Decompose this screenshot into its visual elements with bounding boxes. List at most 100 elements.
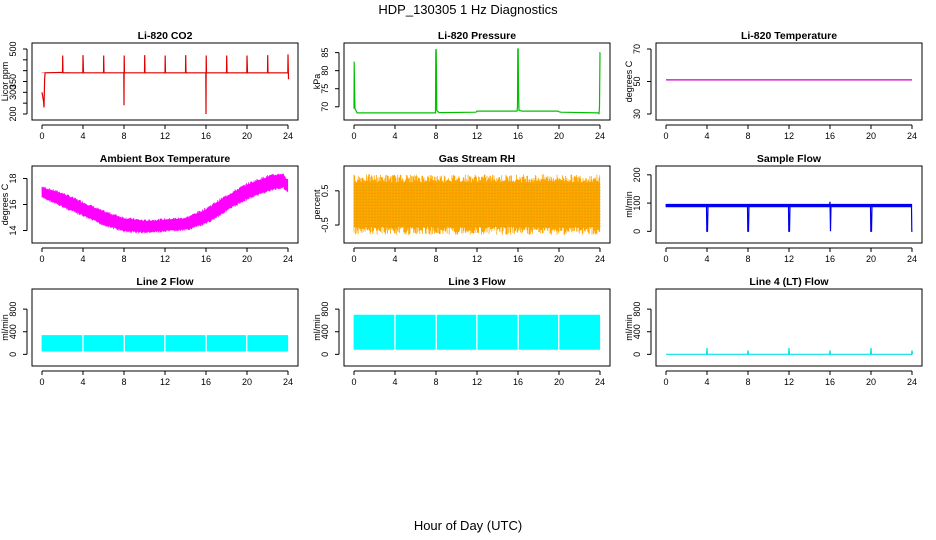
panel-5: Sample Flow 0 4 8 12 16 20 24 0 100 200 ml/min <box>624 153 923 264</box>
plot-area <box>41 335 289 352</box>
data-band <box>353 174 601 235</box>
y-tick-label: 0.5 <box>320 185 330 198</box>
plot-area <box>666 348 914 355</box>
y-tick-label: 50 <box>632 76 642 86</box>
x-tick-label: 8 <box>121 131 126 141</box>
x-tick-label: 20 <box>242 131 252 141</box>
x-tick-label: 12 <box>472 377 482 387</box>
panel-title: Line 3 Flow <box>448 276 506 288</box>
x-tick-label: 8 <box>121 377 126 387</box>
x-tick-label: 20 <box>554 131 564 141</box>
x-tick-label: 0 <box>663 254 668 264</box>
x-axis-title: Hour of Day (UTC) <box>413 518 523 533</box>
y-tick-label: 14 <box>8 225 18 235</box>
plot-frame <box>31 165 299 244</box>
x-tick-label: 24 <box>283 254 293 264</box>
plot-frame <box>655 165 923 244</box>
x-tick-label: 16 <box>513 254 523 264</box>
plot-frame <box>343 288 611 367</box>
plot-frame <box>655 42 923 121</box>
y-tick-label: 75 <box>320 84 330 94</box>
y-axis-title: Licor ppm <box>0 62 10 102</box>
x-tick-label: 12 <box>784 377 794 387</box>
x-tick-label: 16 <box>825 131 835 141</box>
panel-title: Li-820 CO2 <box>138 30 193 42</box>
x-tick-label: 20 <box>866 131 876 141</box>
plot-area <box>41 173 289 234</box>
x-tick-label: 8 <box>745 377 750 387</box>
plot-frame <box>343 165 611 244</box>
plot-area <box>41 54 290 115</box>
x-tick-label: 16 <box>201 131 211 141</box>
y-tick-label: 85 <box>320 48 330 58</box>
x-tick-label: 4 <box>704 131 709 141</box>
y-axis-title: kPa <box>312 74 322 90</box>
x-tick-label: 16 <box>201 377 211 387</box>
x-tick-label: 4 <box>80 254 85 264</box>
data-series-line <box>353 48 601 115</box>
y-tick-label: 800 <box>8 302 18 317</box>
panel-title: Gas Stream RH <box>439 153 515 165</box>
x-tick-label: 24 <box>907 377 917 387</box>
x-tick-label: 24 <box>595 254 605 264</box>
y-tick-label: 100 <box>632 196 642 211</box>
x-tick-label: 20 <box>866 377 876 387</box>
x-tick-label: 16 <box>825 254 835 264</box>
y-tick-label: 300 <box>8 85 18 100</box>
x-tick-label: 8 <box>121 254 126 264</box>
x-tick-label: 0 <box>351 377 356 387</box>
data-series-line <box>666 201 913 232</box>
y-tick-label: 30 <box>632 109 642 119</box>
x-tick-label: 4 <box>392 254 397 264</box>
x-tick-label: 0 <box>39 377 44 387</box>
y-tick-label: 70 <box>320 102 330 112</box>
x-tick-label: 20 <box>242 254 252 264</box>
y-axis-title: ml/min <box>624 191 634 218</box>
y-tick-label: 80 <box>320 66 330 76</box>
y-tick-label: 400 <box>632 324 642 339</box>
data-band <box>41 335 289 352</box>
x-tick-label: 4 <box>80 131 85 141</box>
x-tick-label: 12 <box>160 131 170 141</box>
y-axis-title: ml/min <box>624 314 634 341</box>
y-tick-label: -0.5 <box>320 217 330 233</box>
x-tick-label: 12 <box>160 377 170 387</box>
data-series-line <box>666 348 914 355</box>
x-tick-label: 24 <box>907 131 917 141</box>
y-tick-label: 500 <box>8 41 18 56</box>
panel-1: Li-820 Pressure 0 4 8 12 16 20 24 70 75 80 85 kPa <box>312 30 611 141</box>
y-tick-label: 350 <box>8 74 18 89</box>
x-tick-label: 4 <box>80 377 85 387</box>
plot-frame <box>31 288 299 367</box>
y-tick-label: 800 <box>632 302 642 317</box>
y-tick-label: 0 <box>320 352 330 357</box>
plot-frame <box>655 288 923 367</box>
x-tick-label: 8 <box>745 254 750 264</box>
x-tick-label: 0 <box>663 131 668 141</box>
y-tick-label: 400 <box>320 324 330 339</box>
y-tick-label: 200 <box>8 106 18 121</box>
y-tick-label: 400 <box>8 324 18 339</box>
y-tick-label: 800 <box>320 302 330 317</box>
x-tick-label: 20 <box>242 377 252 387</box>
panel-title: Line 4 (LT) Flow <box>749 276 829 288</box>
plot-area <box>353 48 601 115</box>
y-tick-label: 18 <box>8 173 18 183</box>
y-tick-label: 16 <box>8 199 18 209</box>
data-band <box>41 173 289 234</box>
x-tick-label: 0 <box>351 254 356 264</box>
plot-area <box>353 314 601 350</box>
panel-title: Li-820 Pressure <box>438 30 516 42</box>
x-tick-label: 4 <box>704 254 709 264</box>
x-tick-label: 20 <box>554 254 564 264</box>
panel-title: Ambient Box Temperature <box>100 153 231 165</box>
x-tick-label: 24 <box>595 377 605 387</box>
x-tick-label: 0 <box>351 131 356 141</box>
x-tick-label: 24 <box>907 254 917 264</box>
x-tick-label: 8 <box>745 131 750 141</box>
y-tick-label: 0 <box>8 352 18 357</box>
x-tick-label: 0 <box>663 377 668 387</box>
figure-title: HDP_130305 1 Hz Diagnostics <box>378 2 558 17</box>
